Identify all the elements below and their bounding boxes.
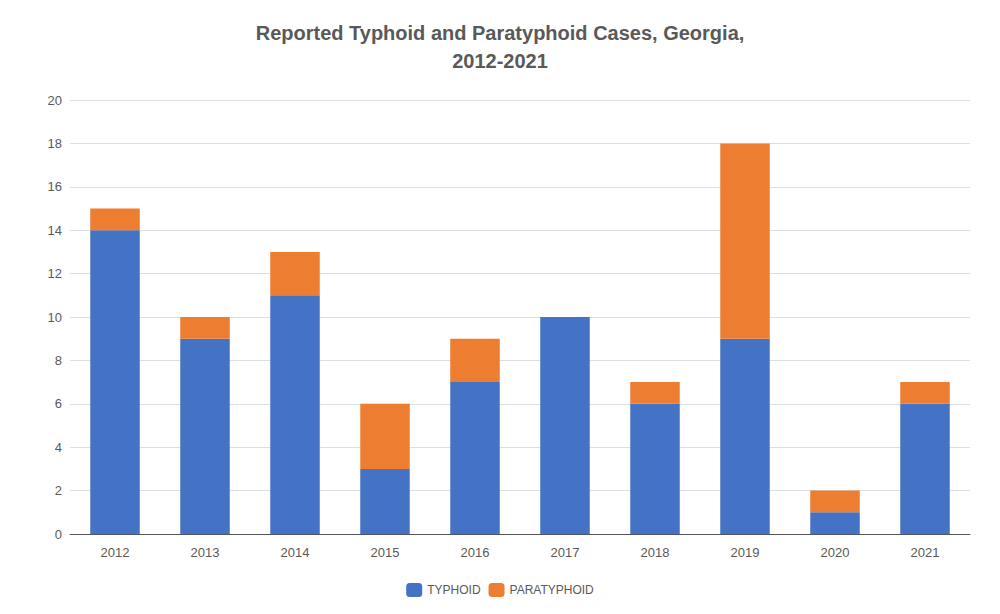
svg-text:2013: 2013 — [191, 545, 220, 560]
svg-text:2: 2 — [55, 483, 62, 498]
svg-text:4: 4 — [55, 440, 62, 455]
svg-text:2012: 2012 — [101, 545, 130, 560]
svg-text:6: 6 — [55, 396, 62, 411]
svg-text:2015: 2015 — [371, 545, 400, 560]
svg-text:2021: 2021 — [911, 545, 940, 560]
svg-text:12: 12 — [48, 266, 62, 281]
svg-text:2016: 2016 — [461, 545, 490, 560]
svg-text:2020: 2020 — [821, 545, 850, 560]
svg-text:14: 14 — [48, 223, 62, 238]
svg-text:Reported Typhoid and Paratypho: Reported Typhoid and Paratyphoid Cases, … — [256, 22, 745, 44]
svg-text:18: 18 — [48, 136, 62, 151]
svg-text:0: 0 — [55, 527, 62, 542]
svg-text:PARATYPHOID: PARATYPHOID — [510, 583, 595, 597]
svg-text:2012-2021: 2012-2021 — [452, 50, 548, 72]
svg-text:8: 8 — [55, 353, 62, 368]
svg-text:2019: 2019 — [731, 545, 760, 560]
svg-text:10: 10 — [48, 310, 62, 325]
svg-text:2014: 2014 — [281, 545, 310, 560]
svg-text:20: 20 — [48, 93, 62, 108]
svg-text:16: 16 — [48, 179, 62, 194]
svg-text:2018: 2018 — [641, 545, 670, 560]
svg-text:2017: 2017 — [551, 545, 580, 560]
svg-text:TYPHOID: TYPHOID — [427, 583, 481, 597]
